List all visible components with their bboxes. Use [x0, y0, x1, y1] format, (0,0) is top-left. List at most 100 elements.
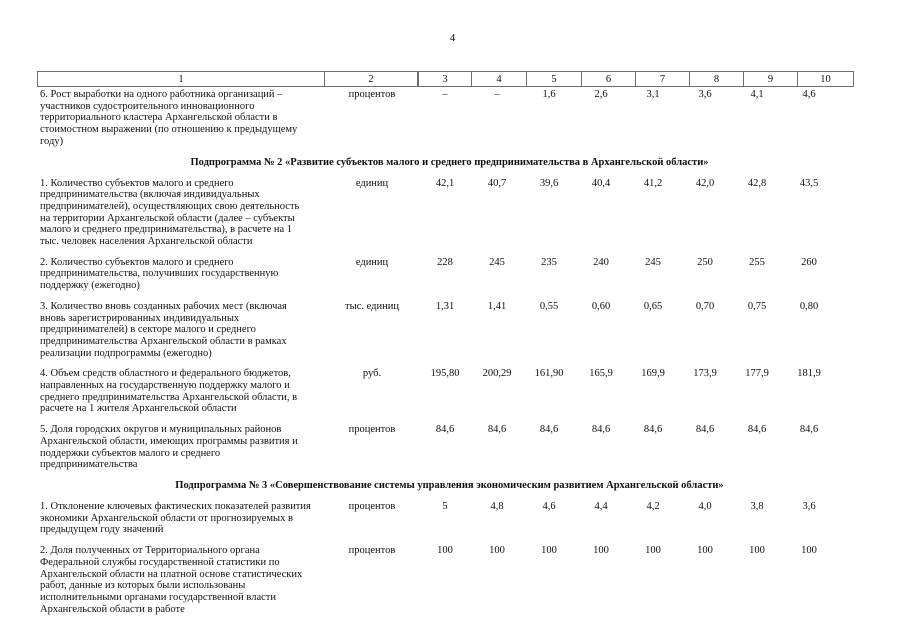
indicator-value: 100: [697, 545, 713, 557]
indicator-row: 1. Количество субъектов малого и среднег…: [37, 178, 862, 248]
indicator-value: 3,6: [698, 89, 712, 100]
indicator-value: 245: [489, 256, 505, 268]
indicator-value: 0,55: [539, 300, 559, 312]
header-cell-3: 3: [418, 71, 472, 87]
indicator-value: 100: [801, 545, 817, 557]
indicator-value: 255: [749, 256, 765, 268]
indicator-unit: процентов: [348, 424, 396, 436]
header-cell-8: 8: [689, 71, 744, 87]
indicator-unit: единиц: [355, 177, 389, 189]
indicator-row: 2. Доля полученных от Территориального о…: [37, 545, 862, 615]
indicator-value: 2,6: [594, 89, 608, 100]
indicator-name: 5. Доля городских округов и муниципальны…: [40, 424, 298, 471]
indicator-unit: руб.: [362, 368, 382, 380]
indicator-value: 177,9: [745, 368, 769, 380]
indicator-value: 0,65: [643, 300, 663, 312]
indicator-value: 100: [749, 545, 765, 557]
indicator-value: 169,9: [641, 368, 665, 380]
header-cell-5: 5: [526, 71, 582, 87]
header-cell-7: 7: [635, 71, 690, 87]
subprogram-heading-1: Подпрограмма № 2 «Развитие субъектов мал…: [190, 156, 709, 168]
indicator-value: 1,6: [542, 89, 556, 100]
indicator-row: 1. Отклонение ключевых фактических показ…: [37, 501, 862, 536]
header-cell-4: 4: [471, 71, 527, 87]
indicator-name: 2. Количество субъектов малого и среднег…: [40, 256, 279, 292]
indicator-value: 40,7: [487, 177, 507, 189]
indicator-value: 100: [489, 545, 505, 557]
indicator-value: 84,6: [695, 424, 715, 436]
indicator-value: 4,6: [542, 500, 556, 512]
header-cell-6: 6: [581, 71, 636, 87]
indicator-unit: тыс. единиц: [345, 300, 399, 312]
indicator-value: 84,6: [539, 424, 559, 436]
table-header-row: 1 2 3 4 5 6 7 8 9 10: [37, 71, 862, 87]
indicator-value: 42,0: [695, 177, 715, 189]
indicator-value: 4,0: [698, 500, 712, 512]
indicator-value: 161,90: [534, 368, 564, 380]
indicator-value: 3,6: [802, 500, 816, 512]
indicator-value: 84,6: [799, 424, 819, 436]
indicator-value: 165,9: [589, 368, 613, 380]
indicator-name: 6. Рост выработки на одного работника ор…: [40, 89, 298, 147]
indicator-value: 40,4: [591, 177, 611, 189]
indicator-value: 84,6: [643, 424, 663, 436]
indicator-row: 5. Доля городских округов и муниципальны…: [37, 424, 862, 471]
indicator-value: 4,2: [646, 500, 660, 512]
indicator-value: 200,29: [482, 368, 512, 380]
indicator-value: 1,41: [487, 300, 507, 312]
indicator-row: 4. Объем средств областного и федерально…: [37, 368, 862, 415]
indicator-value: 0,80: [799, 300, 819, 312]
indicator-name: 1. Отклонение ключевых фактических показ…: [40, 500, 311, 536]
indicator-value: 0,70: [695, 300, 715, 312]
indicator-value: 4,6: [802, 89, 816, 100]
indicator-value: 173,9: [693, 368, 717, 380]
indicator-row: 3. Количество вновь созданных рабочих ме…: [37, 301, 862, 360]
indicator-value: 42,8: [747, 177, 767, 189]
indicator-value: 84,6: [591, 424, 611, 436]
header-cell-10: 10: [797, 71, 854, 87]
indicator-value: 245: [645, 256, 661, 268]
indicator-value: 84,6: [435, 424, 455, 436]
subprogram-heading-2: Подпрограмма № 3 «Совершенствование сист…: [175, 479, 724, 491]
indicator-name: 3. Количество вновь созданных рабочих ме…: [40, 300, 287, 359]
header-cell-9: 9: [743, 71, 798, 87]
indicator-value: 41,2: [643, 177, 663, 189]
indicator-value: –: [442, 89, 448, 100]
indicator-value: 39,6: [539, 177, 559, 189]
header-cell-1: 1: [37, 71, 325, 87]
indicator-value: 228: [437, 256, 453, 268]
indicator-value: 5: [442, 500, 448, 512]
indicator-value: 84,6: [747, 424, 767, 436]
indicator-value: 240: [593, 256, 609, 268]
indicator-value: 100: [541, 545, 557, 557]
indicators-table: 1 2 3 4 5 6 7 8 9 10 6. Рост выработки на одного …: [37, 71, 862, 624]
indicator-name: 4. Объем средств областного и федерально…: [40, 368, 298, 415]
indicator-name: 1. Количество субъектов малого и среднег…: [40, 177, 300, 248]
indicator-value: 250: [697, 256, 713, 268]
indicator-unit: процентов: [348, 500, 396, 512]
indicator-value: 3,1: [646, 89, 660, 100]
indicator-unit: процентов: [348, 545, 396, 557]
indicator-value: 100: [645, 545, 661, 557]
indicator-value: 84,6: [487, 424, 507, 436]
indicator-value: –: [494, 89, 500, 100]
indicator-value: 4,4: [594, 500, 608, 512]
indicator-name: 2. Доля полученных от Территориального о…: [40, 545, 303, 615]
indicator-value: 4,8: [490, 500, 504, 512]
indicator-row: 6. Рост выработки на одного работника ор…: [37, 89, 862, 148]
table-body: 6. Рост выработки на одного работника ор…: [37, 89, 862, 615]
indicator-unit: единиц: [355, 256, 389, 268]
indicator-value: 181,9: [797, 368, 821, 380]
indicator-value: 42,1: [435, 177, 455, 189]
indicator-value: 100: [593, 545, 609, 557]
indicator-value: 0,75: [747, 300, 767, 312]
indicator-value: 3,8: [750, 500, 764, 512]
indicator-value: 43,5: [799, 177, 819, 189]
indicator-unit: процентов: [348, 89, 396, 100]
indicator-value: 100: [437, 545, 453, 557]
page-number: 4: [449, 32, 456, 44]
indicator-value: 195,80: [430, 368, 460, 380]
indicator-value: 0,60: [591, 300, 611, 312]
indicator-value: 260: [801, 256, 817, 268]
